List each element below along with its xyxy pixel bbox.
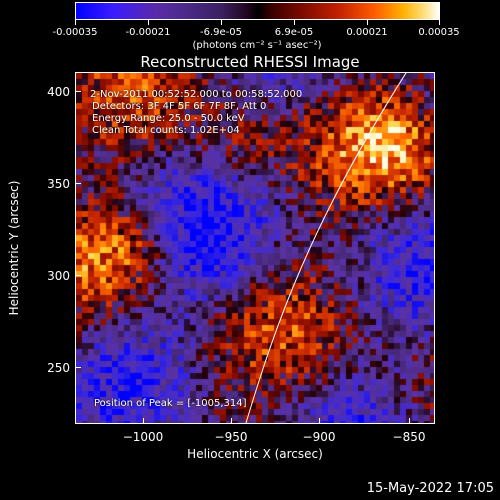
y-tick — [75, 367, 81, 368]
method-counts-label: Clean Total counts: 1.02E+04 — [92, 125, 240, 136]
x-axis-title: Heliocentric X (arcsec) — [187, 447, 323, 461]
image-plot: 2-Nov-2011 00:52:52.000 to 00:58:52.000 … — [75, 72, 435, 424]
colorbar-tick-label: 6.9e-05 — [274, 27, 314, 38]
colorbar-tick — [148, 20, 149, 25]
footer-timestamp: 15-May-2022 17:05 — [366, 481, 494, 496]
y-tick-label: 300 — [47, 269, 70, 283]
y-tick-label: 350 — [47, 177, 70, 191]
limb-overlay — [245, 73, 407, 423]
y-tick — [75, 183, 81, 184]
x-tick-label: −1000 — [122, 430, 164, 444]
time-range-label: 2-Nov-2011 00:52:52.000 to 00:58:52.000 — [90, 89, 303, 100]
colorbar — [75, 2, 440, 20]
solar-limb-line — [245, 73, 407, 423]
energy-range-label: Energy Range: 25.0 - 50.0 keV — [92, 113, 245, 124]
colorbar-tick — [294, 20, 295, 25]
x-tick — [143, 418, 144, 424]
colorbar-tick-label: -0.00035 — [52, 27, 98, 38]
plot-title: Reconstructed RHESSI Image — [140, 53, 360, 71]
colorbar-tick-label: -6.9e-05 — [200, 27, 242, 38]
x-tick-label: −950 — [214, 430, 248, 444]
x-tick-label: −850 — [392, 430, 426, 444]
colorbar-tick — [439, 20, 440, 25]
y-tick — [75, 275, 81, 276]
colorbar-tick-label: -0.00021 — [125, 27, 171, 38]
colorbar-tick-label: 0.00035 — [418, 27, 460, 38]
colorbar-tick — [75, 20, 76, 25]
x-tick — [319, 418, 320, 424]
peak-position-label: Position of Peak = [-1005,314] — [94, 398, 247, 409]
x-tick-label: −900 — [302, 430, 336, 444]
y-tick-label: 250 — [47, 361, 70, 375]
y-tick-label: 400 — [47, 85, 70, 99]
y-axis-title: Heliocentric Y (arcsec) — [7, 180, 21, 316]
colorbar-tick-label: 0.00021 — [346, 27, 388, 38]
y-tick — [75, 91, 81, 92]
rhessi-heatmap — [76, 73, 434, 423]
colorbar-tick — [367, 20, 368, 25]
detectors-label: Detectors: 3F 4F 5F 6F 7F 8F, Att 0 — [92, 101, 267, 112]
colorbar-tick — [221, 20, 222, 25]
x-tick — [231, 418, 232, 424]
x-tick — [409, 418, 410, 424]
colorbar-units: (photons cm⁻² s⁻¹ asec⁻²) — [192, 40, 322, 51]
